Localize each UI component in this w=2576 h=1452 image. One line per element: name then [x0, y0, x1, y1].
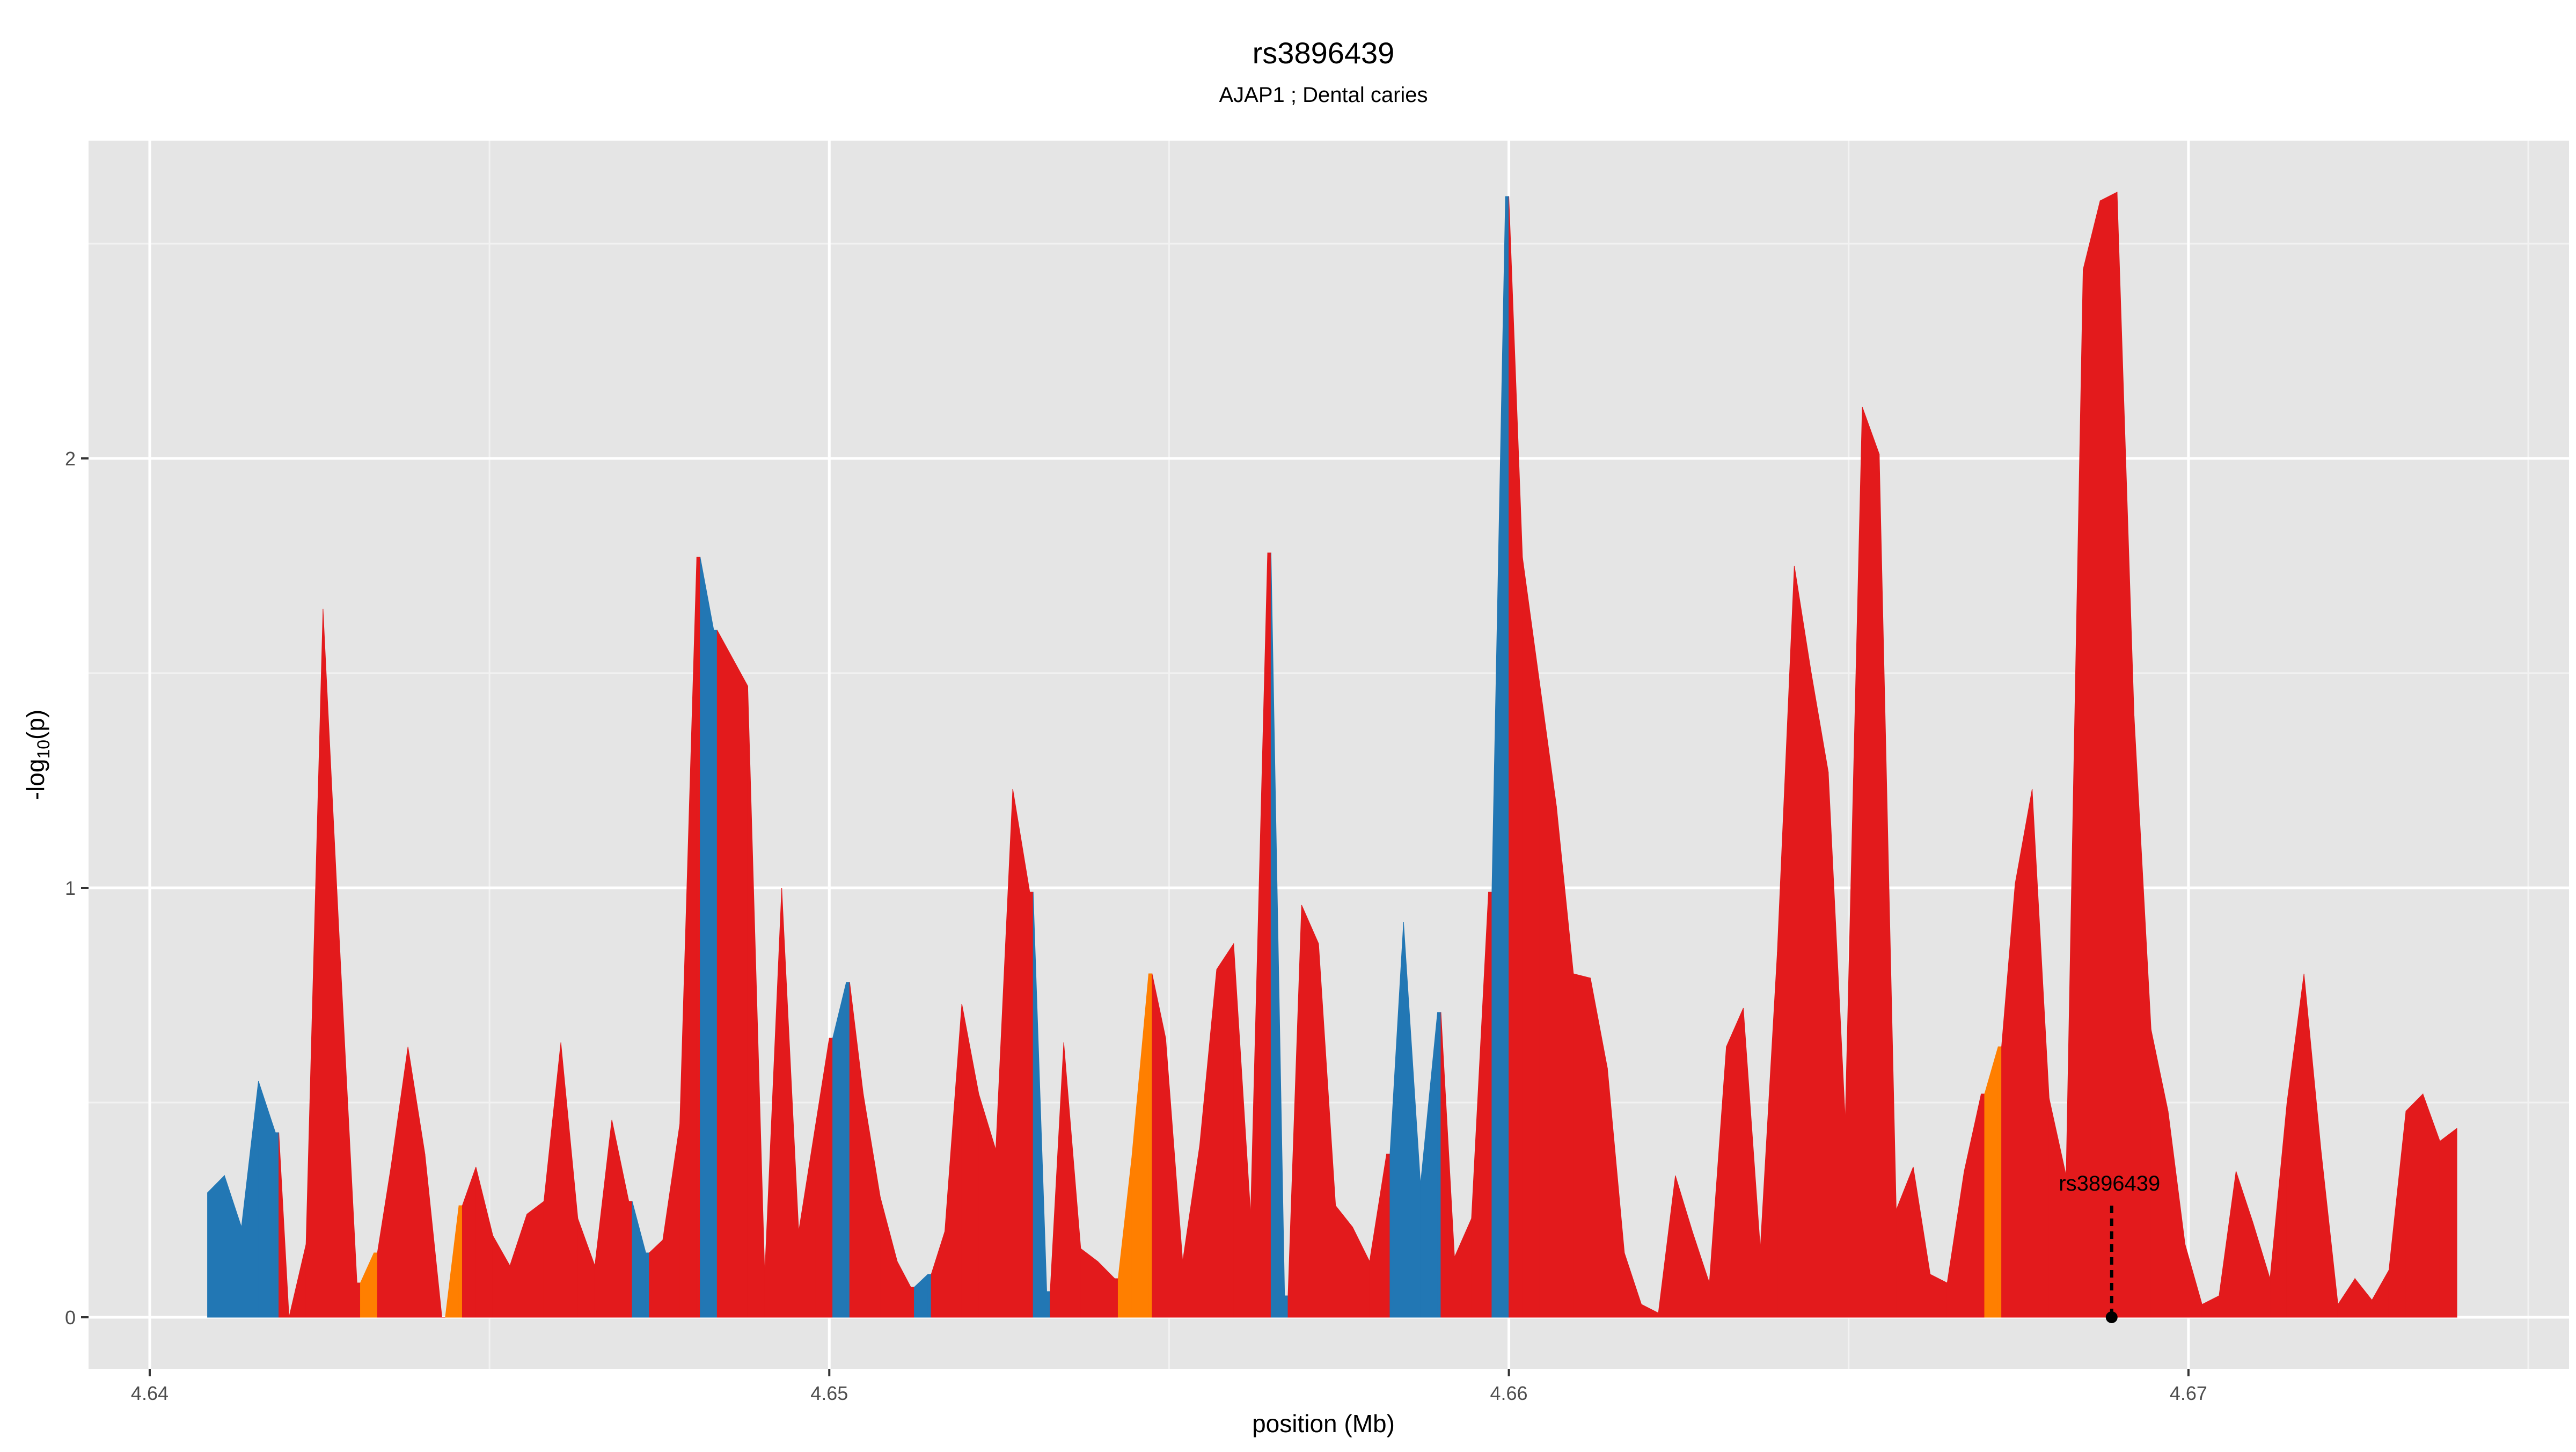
area-segment [1981, 1093, 1985, 1318]
area-segment [275, 1132, 280, 1318]
y-axis-title-subscript: 10 [34, 740, 53, 759]
axis-layer: 4.64 4.65 4.66 4.67 0 1 2 [65, 448, 2207, 1404]
area-segment [716, 630, 748, 1318]
area-segment [1386, 1154, 1391, 1318]
area-segment [1029, 892, 1034, 1318]
y-axis-title-main: -log [21, 759, 49, 800]
area-segment [279, 1132, 290, 1318]
y-tick-label: 1 [65, 877, 76, 899]
annotation-label: rs3896439 [2059, 1172, 2160, 1195]
area-segment [2439, 1127, 2457, 1318]
area-segment [1437, 1012, 1441, 1318]
area-segment [526, 1200, 544, 1318]
area-segment [910, 1287, 915, 1318]
x-axis-title: position (Mb) [1252, 1410, 1395, 1438]
area-segment [1114, 1278, 1118, 1318]
area-segment [1301, 904, 1319, 1318]
area-segment [458, 1205, 463, 1318]
area-segment [1522, 557, 1540, 1318]
area-segment [1505, 196, 1510, 1318]
area-segment [1862, 406, 1880, 1318]
chart-subtitle: AJAP1 ; Dental caries [1219, 83, 1428, 107]
y-tick-label: 2 [65, 448, 76, 470]
area-segment [425, 1154, 443, 1318]
area-segment [628, 1201, 633, 1318]
area-segment [1811, 673, 1829, 1318]
area-segment [356, 1282, 361, 1318]
y-tick-label: 0 [65, 1307, 76, 1329]
y-axis-title: -log10(p) [21, 710, 53, 800]
area-segment [645, 1252, 650, 1318]
area-segment [700, 557, 714, 1318]
area-segment [207, 1174, 225, 1318]
area-segment [649, 1239, 663, 1318]
chart-title: rs3896439 [1253, 36, 1395, 70]
area-segment [832, 982, 847, 1318]
area-segment [1148, 973, 1153, 1318]
area-segment [1794, 565, 1812, 1318]
x-tick-label: 4.64 [131, 1382, 169, 1404]
area-segment [1216, 943, 1234, 1318]
annotation-point [2105, 1311, 2118, 1323]
annotation-layer: rs3896439 [2059, 1172, 2160, 1323]
area-segment [713, 630, 718, 1318]
x-tick-label: 4.67 [2170, 1382, 2207, 1404]
area-segment [829, 1038, 833, 1318]
area-segment [846, 982, 850, 1318]
area-segment [2083, 200, 2101, 1318]
x-tick-label: 4.65 [810, 1382, 848, 1404]
area-segment [2099, 192, 2118, 1318]
area-segment [2015, 789, 2033, 1318]
area-layer [207, 192, 2457, 1318]
area-segment [696, 557, 701, 1318]
area-segment [374, 1252, 378, 1318]
area-segment [1488, 892, 1492, 1318]
area-segment [1284, 1295, 1289, 1318]
area-segment [1267, 552, 1271, 1318]
x-tick-label: 4.66 [1490, 1382, 1528, 1404]
area-segment [1997, 1046, 2002, 1318]
area-segment [1984, 1046, 1999, 1318]
area-segment [1046, 1291, 1051, 1318]
area-segment [1726, 1008, 1744, 1318]
area-segment [2405, 1093, 2424, 1318]
area-segment [927, 1274, 932, 1318]
area-segment [1573, 973, 1591, 1318]
y-axis-title-tail: (p) [21, 710, 49, 740]
